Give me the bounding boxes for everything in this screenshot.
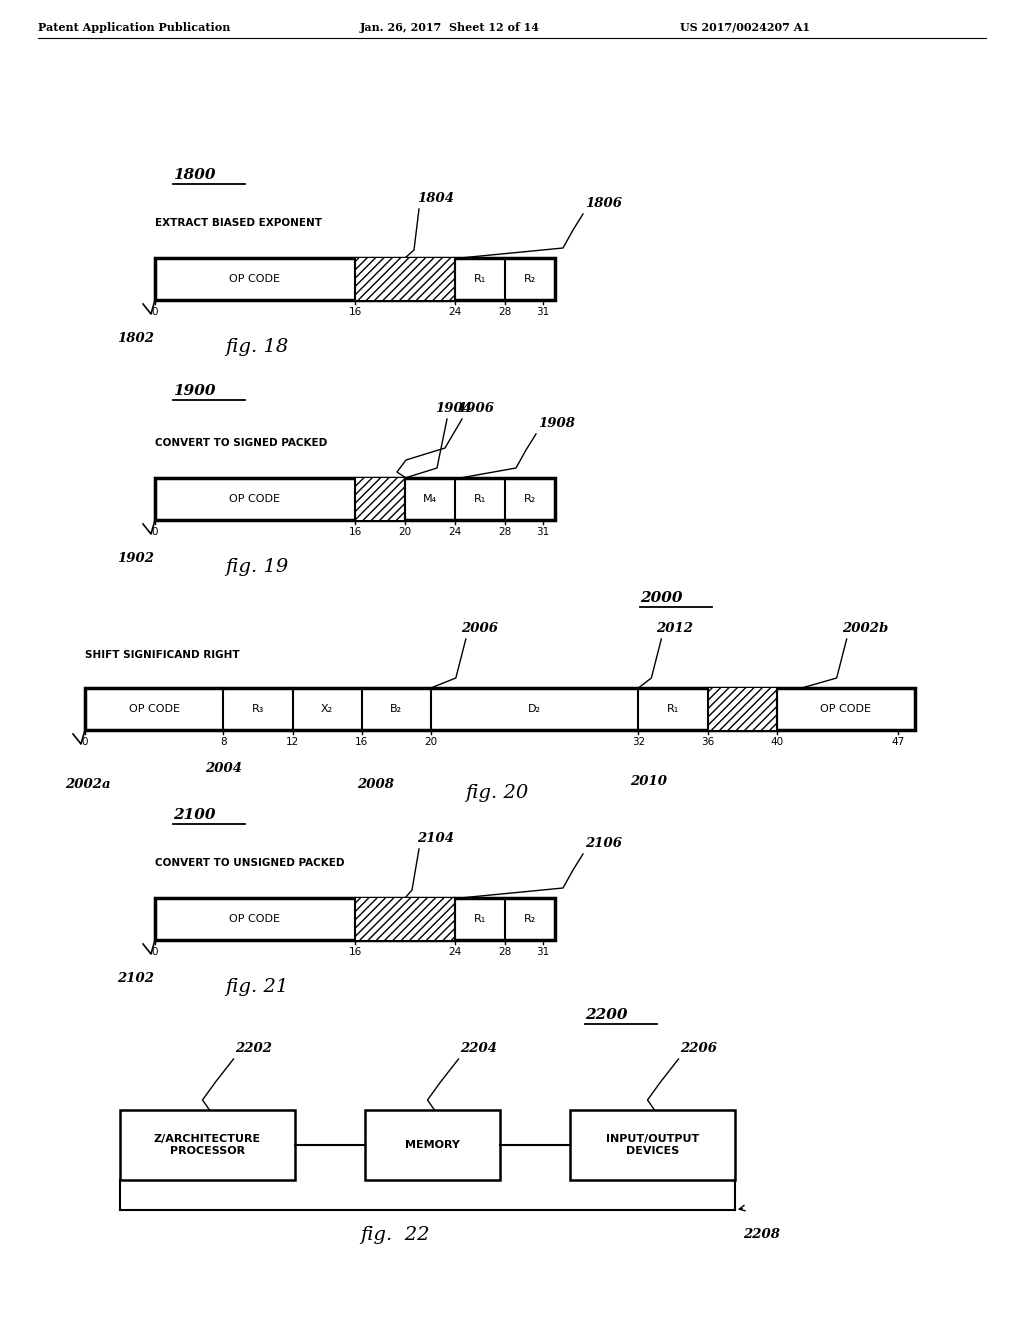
Text: CONVERT TO UNSIGNED PACKED: CONVERT TO UNSIGNED PACKED [155,858,344,869]
Text: 2002a: 2002a [65,777,111,791]
Text: M₄: M₄ [423,494,437,504]
Text: 1908: 1908 [538,417,575,430]
Text: R₁: R₁ [667,704,679,714]
Text: OP CODE: OP CODE [820,704,871,714]
Text: 0: 0 [82,737,88,747]
Text: 16: 16 [348,308,361,317]
Text: fig. 19: fig. 19 [225,558,288,576]
Text: fig.  22: fig. 22 [360,1226,429,1243]
Text: fig. 21: fig. 21 [225,978,288,997]
Bar [355,898,455,940]
Text: 24: 24 [449,946,462,957]
Text: 1906: 1906 [457,403,494,414]
Text: MEMORY: MEMORY [406,1140,460,1150]
Text: 2006: 2006 [461,622,498,635]
Text: 1902: 1902 [117,552,154,565]
Text: 28: 28 [499,308,512,317]
Text: 0: 0 [152,527,159,537]
Text: 0: 0 [152,946,159,957]
Text: 24: 24 [449,527,462,537]
Text: Jan. 26, 2017  Sheet 12 of 14: Jan. 26, 2017 Sheet 12 of 14 [360,22,540,33]
Text: 24: 24 [449,308,462,317]
Text: fig. 20: fig. 20 [465,784,528,803]
Text: 2200: 2200 [585,1008,628,1022]
Text: OP CODE: OP CODE [229,275,281,284]
Text: 2208: 2208 [743,1228,780,1241]
Bar [155,898,555,940]
Text: 47: 47 [891,737,904,747]
Text: OP CODE: OP CODE [229,494,281,504]
Text: Patent Application Publication: Patent Application Publication [38,22,230,33]
Text: INPUT/OUTPUT
DEVICES: INPUT/OUTPUT DEVICES [606,1134,699,1156]
Text: OP CODE: OP CODE [229,913,281,924]
Text: B₂: B₂ [390,704,402,714]
Text: 8: 8 [220,737,226,747]
Text: 20: 20 [424,737,437,747]
Bar [570,1110,735,1180]
Text: 31: 31 [536,946,549,957]
Text: 31: 31 [536,308,549,317]
Text: 1900: 1900 [173,384,215,399]
Text: SHIFT SIGNIFICAND RIGHT: SHIFT SIGNIFICAND RIGHT [85,649,240,660]
Text: 40: 40 [770,737,783,747]
Text: Z/ARCHITECTURE
PROCESSOR: Z/ARCHITECTURE PROCESSOR [154,1134,261,1156]
Text: 31: 31 [536,527,549,537]
Text: 16: 16 [348,527,361,537]
Text: 2206: 2206 [681,1041,718,1055]
Bar [355,478,406,520]
Text: R₂: R₂ [524,275,537,284]
Bar [708,688,776,730]
Text: R₃: R₃ [252,704,264,714]
Text: 2010: 2010 [631,775,668,788]
Text: US 2017/0024207 A1: US 2017/0024207 A1 [680,22,810,33]
Text: D₂: D₂ [528,704,541,714]
Text: 2008: 2008 [356,777,393,791]
Text: 2100: 2100 [173,808,215,822]
Text: 1800: 1800 [173,168,215,182]
Text: 16: 16 [348,946,361,957]
Text: 20: 20 [398,527,412,537]
Text: R₁: R₁ [474,494,486,504]
Text: 12: 12 [286,737,299,747]
Text: 2204: 2204 [461,1041,498,1055]
Text: fig. 18: fig. 18 [225,338,288,356]
Text: 28: 28 [499,946,512,957]
Text: 2000: 2000 [640,591,683,605]
Text: X₂: X₂ [321,704,333,714]
Bar [120,1110,295,1180]
Text: 1806: 1806 [585,197,622,210]
Text: 2002b: 2002b [842,622,888,635]
Text: 2102: 2102 [117,972,154,985]
Text: 1802: 1802 [117,333,154,345]
Text: 16: 16 [355,737,369,747]
Text: 2104: 2104 [417,832,454,845]
Text: 1804: 1804 [417,191,454,205]
Text: 28: 28 [499,527,512,537]
Text: EXTRACT BIASED EXPONENT: EXTRACT BIASED EXPONENT [155,218,322,228]
Bar [355,257,455,300]
Text: 2012: 2012 [656,622,693,635]
Text: 2106: 2106 [585,837,622,850]
Text: 32: 32 [632,737,645,747]
Bar [85,688,915,730]
Bar [365,1110,500,1180]
Text: R₂: R₂ [524,913,537,924]
Text: R₁: R₁ [474,275,486,284]
Text: 2202: 2202 [236,1041,272,1055]
Text: R₂: R₂ [524,494,537,504]
Bar [155,478,555,520]
Text: 36: 36 [700,737,714,747]
Text: OP CODE: OP CODE [129,704,179,714]
Text: CONVERT TO SIGNED PACKED: CONVERT TO SIGNED PACKED [155,438,328,447]
Bar [155,257,555,300]
Text: 1904: 1904 [435,403,472,414]
Text: 2004: 2004 [206,762,243,775]
Text: R₁: R₁ [474,913,486,924]
Text: 0: 0 [152,308,159,317]
